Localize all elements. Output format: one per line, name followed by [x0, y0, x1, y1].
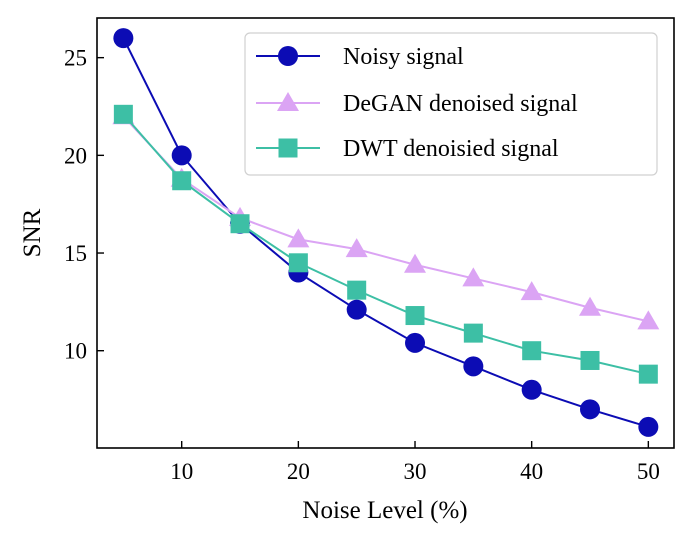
- data-point: [580, 399, 601, 420]
- y-axis-label: SNR: [19, 208, 46, 257]
- x-tick-label: 30: [404, 459, 427, 484]
- data-point: [638, 416, 659, 437]
- data-point: [638, 364, 658, 384]
- series-2: [113, 104, 658, 384]
- plot-frame: [96, 17, 675, 449]
- data-point: [404, 253, 427, 273]
- legend: Noisy signal DeGAN denoised signal DWT den…: [244, 32, 658, 176]
- data-point: [405, 332, 426, 353]
- x-tick-label: 40: [520, 459, 543, 484]
- data-point: [463, 356, 484, 377]
- legend-box: [244, 32, 658, 176]
- data-point: [113, 104, 133, 124]
- data-point: [521, 379, 542, 400]
- legend-item: DeGAN denoised signal: [256, 91, 578, 117]
- y-tick-label: 20: [64, 143, 87, 168]
- data-point: [347, 280, 367, 300]
- y-tick-label: 15: [64, 241, 87, 266]
- data-point: [345, 238, 368, 258]
- data-point: [462, 267, 485, 287]
- data-point: [346, 299, 367, 320]
- legend-marker: [278, 138, 298, 158]
- legend-marker: [277, 92, 299, 111]
- series-line: [122, 37, 649, 428]
- y-tick-label: 25: [64, 46, 87, 71]
- data-point: [637, 310, 660, 330]
- legend-label: DWT denoisied signal: [343, 136, 559, 162]
- data-point: [405, 306, 425, 326]
- legend-label: DeGAN denoised signal: [343, 91, 578, 117]
- data-point: [580, 350, 600, 370]
- data-point: [172, 171, 192, 191]
- legend-label: Noisy signal: [343, 44, 464, 70]
- series-line: [122, 113, 649, 376]
- x-tick-label: 10: [170, 459, 193, 484]
- legend-marker: [278, 46, 298, 66]
- data-point: [287, 228, 310, 248]
- x-axis-label: Noise Level (%): [302, 497, 467, 524]
- data-point: [520, 281, 543, 301]
- x-tick-label: 50: [637, 459, 660, 484]
- data-point: [113, 28, 134, 49]
- data-point: [463, 323, 483, 343]
- legend-item: Noisy signal: [256, 44, 464, 70]
- series-line: [122, 115, 649, 323]
- x-tick-label: 20: [287, 459, 310, 484]
- data-point: [230, 214, 250, 234]
- data-point: [522, 341, 542, 361]
- data-point: [579, 296, 602, 316]
- data-point: [288, 253, 308, 273]
- y-tick-label: 10: [64, 339, 87, 364]
- legend-item: DWT denoisied signal: [256, 136, 559, 162]
- data-point: [171, 145, 192, 166]
